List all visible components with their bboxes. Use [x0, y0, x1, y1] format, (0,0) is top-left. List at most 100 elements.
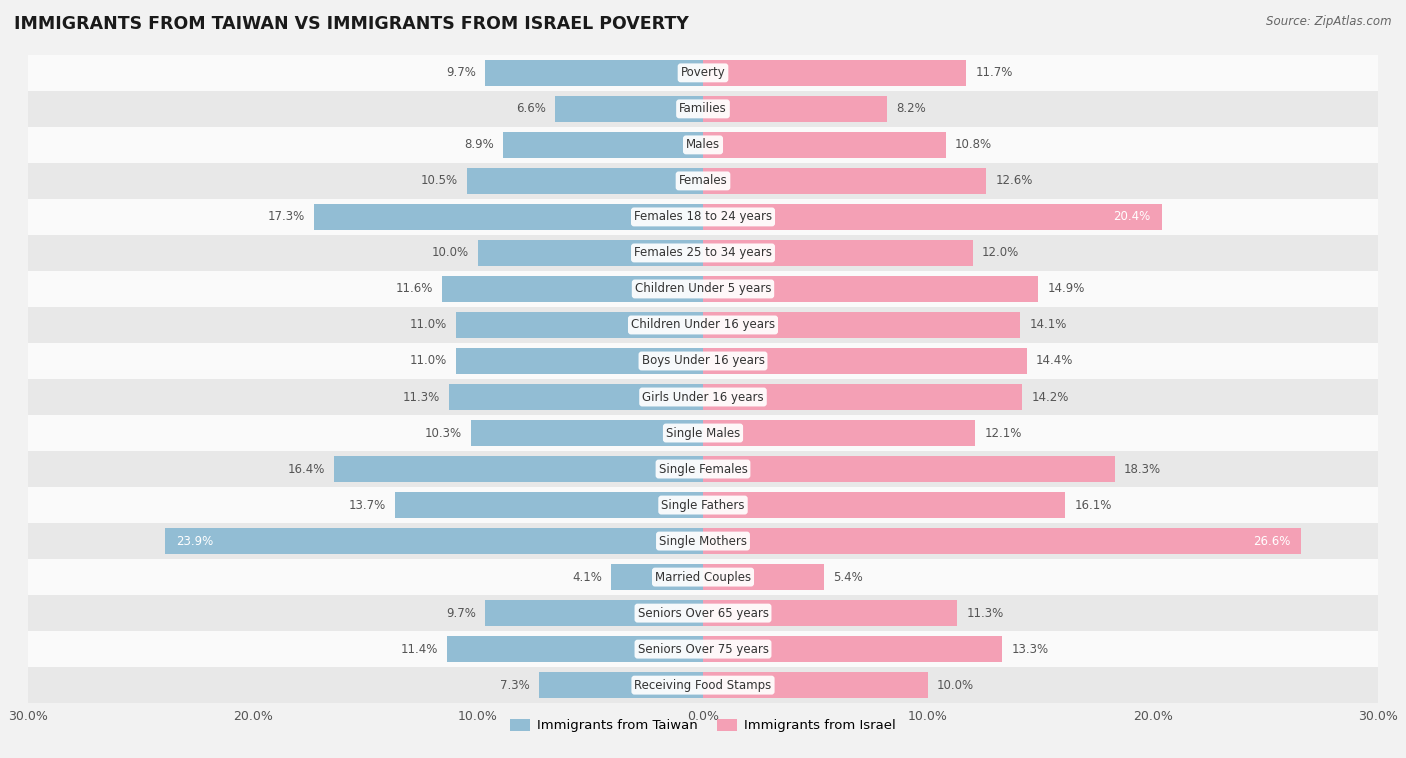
Bar — [28, 127, 1378, 163]
Bar — [28, 415, 1378, 451]
Text: Children Under 16 years: Children Under 16 years — [631, 318, 775, 331]
Bar — [28, 343, 1378, 379]
Text: Poverty: Poverty — [681, 67, 725, 80]
Bar — [703, 96, 887, 122]
Bar — [703, 420, 976, 446]
Bar — [28, 235, 1378, 271]
Text: 12.1%: 12.1% — [984, 427, 1022, 440]
Text: Families: Families — [679, 102, 727, 115]
Text: Seniors Over 65 years: Seniors Over 65 years — [637, 606, 769, 619]
Text: 13.7%: 13.7% — [349, 499, 385, 512]
Bar — [28, 667, 1378, 703]
Bar — [28, 55, 1378, 91]
Text: 8.2%: 8.2% — [897, 102, 927, 115]
Text: Females 18 to 24 years: Females 18 to 24 years — [634, 211, 772, 224]
Text: 7.3%: 7.3% — [501, 678, 530, 691]
Text: Single Males: Single Males — [666, 427, 740, 440]
Bar — [503, 132, 703, 158]
Bar — [456, 348, 703, 374]
Bar — [449, 384, 703, 410]
Text: 14.9%: 14.9% — [1047, 283, 1084, 296]
Bar — [703, 276, 1038, 302]
Bar — [471, 420, 703, 446]
Bar — [28, 163, 1378, 199]
Text: 14.4%: 14.4% — [1036, 355, 1073, 368]
Text: 18.3%: 18.3% — [1123, 462, 1161, 475]
Text: 10.3%: 10.3% — [425, 427, 463, 440]
Bar — [166, 528, 703, 554]
Bar — [28, 379, 1378, 415]
Text: 14.2%: 14.2% — [1032, 390, 1069, 403]
Bar — [28, 307, 1378, 343]
Text: 11.6%: 11.6% — [395, 283, 433, 296]
Text: 10.8%: 10.8% — [955, 139, 993, 152]
Text: 13.3%: 13.3% — [1011, 643, 1049, 656]
Text: 11.3%: 11.3% — [966, 606, 1004, 619]
Text: Females 25 to 34 years: Females 25 to 34 years — [634, 246, 772, 259]
Bar — [703, 384, 1022, 410]
Bar — [703, 600, 957, 626]
Bar — [703, 492, 1066, 518]
Text: Receiving Food Stamps: Receiving Food Stamps — [634, 678, 772, 691]
Bar — [485, 60, 703, 86]
Bar — [456, 312, 703, 338]
Text: Boys Under 16 years: Boys Under 16 years — [641, 355, 765, 368]
Bar — [314, 204, 703, 230]
Bar — [485, 600, 703, 626]
Text: Seniors Over 75 years: Seniors Over 75 years — [637, 643, 769, 656]
Text: 10.5%: 10.5% — [420, 174, 458, 187]
Bar — [703, 528, 1302, 554]
Text: 26.6%: 26.6% — [1253, 534, 1291, 547]
Bar — [28, 199, 1378, 235]
Bar — [610, 564, 703, 590]
Text: 6.6%: 6.6% — [516, 102, 546, 115]
Text: 14.1%: 14.1% — [1029, 318, 1067, 331]
Bar — [28, 271, 1378, 307]
Bar — [703, 60, 966, 86]
Text: 11.7%: 11.7% — [976, 67, 1012, 80]
Text: 11.4%: 11.4% — [401, 643, 437, 656]
Text: 23.9%: 23.9% — [177, 534, 214, 547]
Text: 20.4%: 20.4% — [1114, 211, 1150, 224]
Bar — [395, 492, 703, 518]
Text: Single Fathers: Single Fathers — [661, 499, 745, 512]
Bar — [28, 559, 1378, 595]
Text: 11.3%: 11.3% — [402, 390, 440, 403]
Bar — [703, 636, 1002, 662]
Bar — [703, 348, 1026, 374]
Text: 9.7%: 9.7% — [446, 67, 475, 80]
Bar — [467, 168, 703, 194]
Text: Children Under 5 years: Children Under 5 years — [634, 283, 772, 296]
Bar — [28, 91, 1378, 127]
Bar — [538, 672, 703, 698]
Text: 10.0%: 10.0% — [432, 246, 470, 259]
Bar — [28, 451, 1378, 487]
Legend: Immigrants from Taiwan, Immigrants from Israel: Immigrants from Taiwan, Immigrants from … — [505, 713, 901, 738]
Bar — [703, 240, 973, 266]
Text: 16.4%: 16.4% — [288, 462, 325, 475]
Bar — [703, 204, 1161, 230]
Bar — [447, 636, 703, 662]
Bar — [703, 168, 987, 194]
Text: 12.0%: 12.0% — [981, 246, 1019, 259]
Text: Males: Males — [686, 139, 720, 152]
Bar — [441, 276, 703, 302]
Bar — [703, 132, 946, 158]
Text: Source: ZipAtlas.com: Source: ZipAtlas.com — [1267, 15, 1392, 28]
Text: 12.6%: 12.6% — [995, 174, 1033, 187]
Text: 16.1%: 16.1% — [1074, 499, 1112, 512]
Bar — [554, 96, 703, 122]
Text: Girls Under 16 years: Girls Under 16 years — [643, 390, 763, 403]
Bar — [28, 631, 1378, 667]
Bar — [28, 595, 1378, 631]
Bar — [28, 487, 1378, 523]
Bar — [703, 312, 1021, 338]
Bar — [703, 672, 928, 698]
Text: 4.1%: 4.1% — [572, 571, 602, 584]
Text: 11.0%: 11.0% — [409, 355, 447, 368]
Text: Females: Females — [679, 174, 727, 187]
Text: Single Females: Single Females — [658, 462, 748, 475]
Text: 10.0%: 10.0% — [936, 678, 974, 691]
Bar — [703, 456, 1115, 482]
Text: 5.4%: 5.4% — [834, 571, 863, 584]
